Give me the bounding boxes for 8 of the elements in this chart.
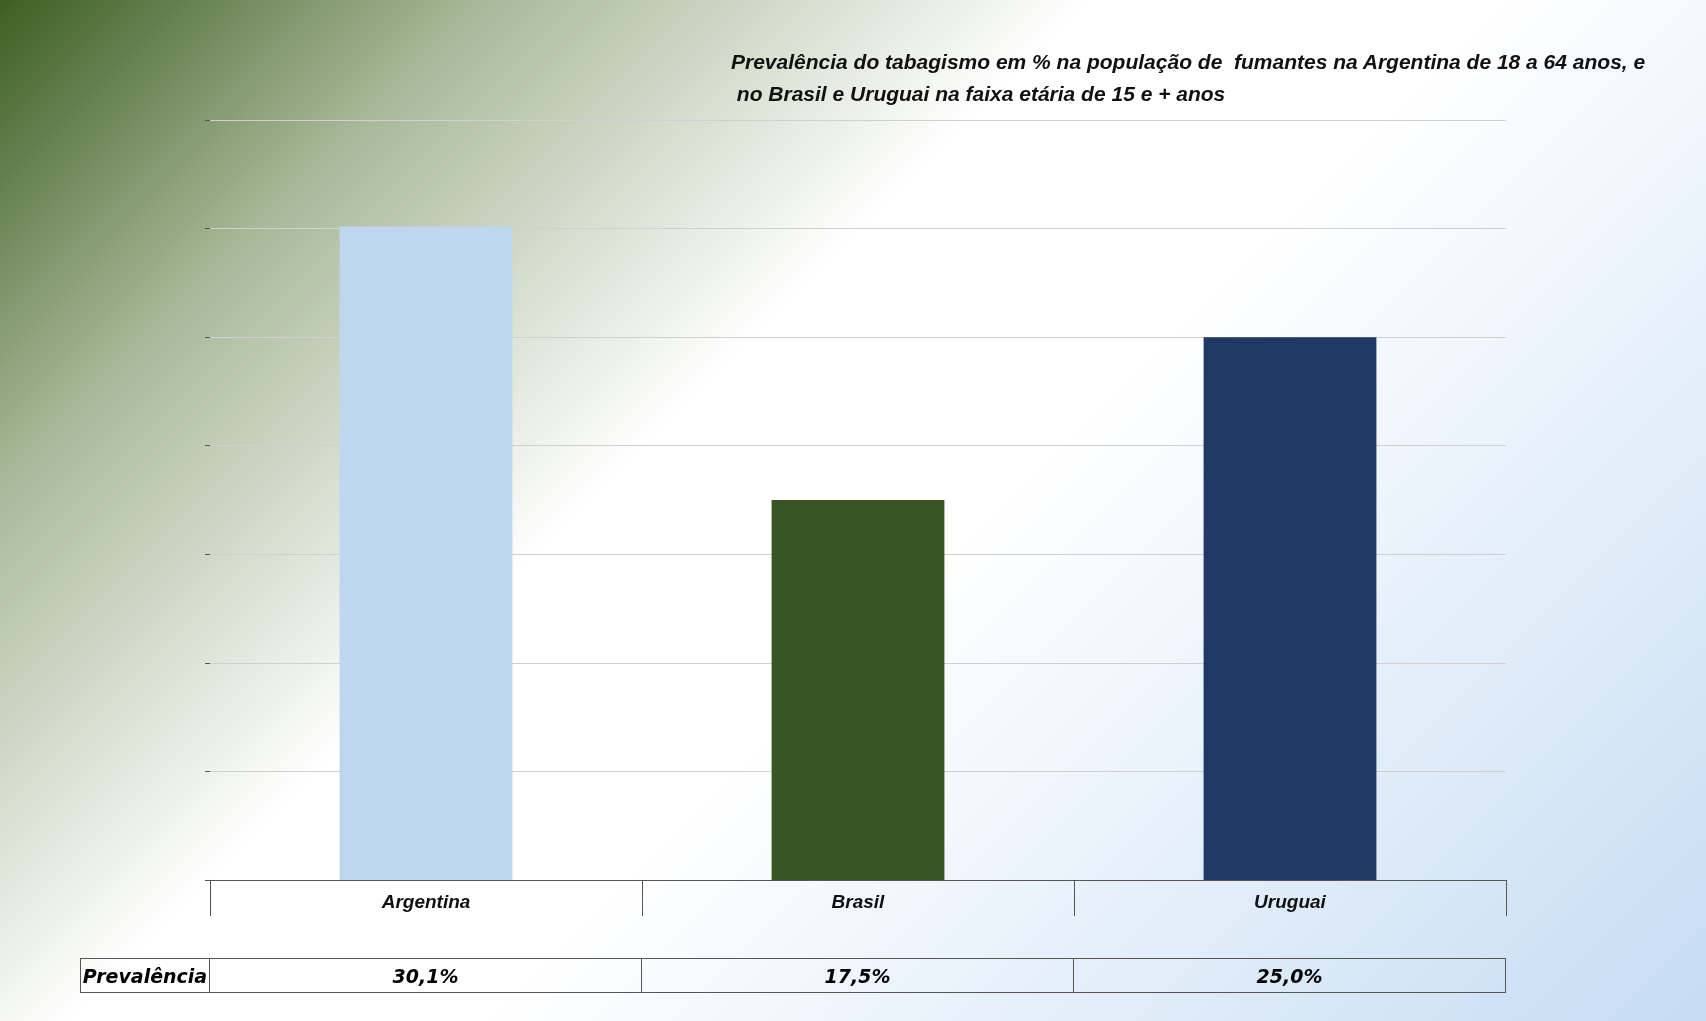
- x-tick-label: Uruguai: [1254, 891, 1327, 912]
- data-label: 30,1%: [209, 958, 642, 993]
- data-label: 17,5%: [641, 958, 1074, 993]
- x-tick-label: Argentina: [380, 891, 471, 912]
- x-tick-label: Brasil: [831, 891, 886, 912]
- text: Prevalência: [80, 958, 210, 993]
- chart-title: Prevalência do tabagismo em % na população de fumantes na Argentina de 18 a 64 anos, e no Brasil e Uruguai na faixa etária de 15 e + anos: [731, 49, 1652, 105]
- data-label: 25,0%: [1073, 958, 1506, 993]
